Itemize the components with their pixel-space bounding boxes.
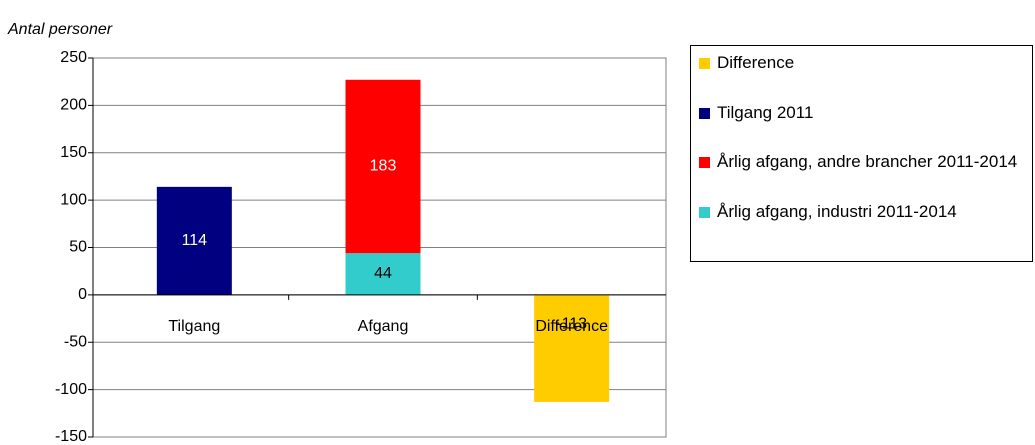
legend-swatch: [699, 157, 710, 168]
y-tick-label: 250: [60, 49, 87, 66]
bar: [156, 186, 232, 295]
y-tick-label: 200: [60, 97, 87, 114]
legend-label: Difference: [717, 53, 795, 72]
chart: Antal personer -150 -100 -50 0 50 100 150 200 25…: [7, 21, 667, 445]
legend: Difference Tilgang 2011 Årlig afgang, andr…: [690, 45, 1033, 262]
legend-swatch: [699, 58, 710, 69]
data-label: 183: [370, 158, 397, 175]
data-label: 114: [182, 232, 208, 249]
x-tick-label: Difference: [535, 318, 608, 335]
data-label: 44: [374, 265, 392, 282]
bar: [345, 253, 421, 295]
legend-swatch: [699, 108, 710, 119]
legend-item: Årlig afgang, industri 2011-2014: [699, 202, 1035, 222]
y-tick-label: 0: [78, 286, 87, 303]
y-axis-label: Antal personer: [7, 21, 113, 38]
bar: [345, 79, 421, 254]
y-tick-label: 100: [60, 191, 87, 208]
bar: [534, 294, 610, 402]
y-tick-label: 50: [69, 239, 87, 256]
y-tick-label: -100: [55, 381, 87, 398]
legend-item: Årlig afgang, andre brancher 2011-2014: [699, 152, 1035, 172]
legend-label: Årlig afgang, industri 2011-2014: [717, 202, 957, 221]
legend-label: Årlig afgang, andre brancher 2011-2014: [717, 152, 1018, 171]
y-tick-label: -50: [64, 333, 87, 350]
y-tick-label: 150: [60, 144, 87, 161]
legend-item: Tilgang 2011: [699, 103, 1035, 123]
data-label: -113: [556, 315, 587, 332]
x-tick-label: Tilgang: [168, 318, 220, 335]
x-tick-label: Afgang: [358, 318, 409, 335]
legend-label: Tilgang 2011: [717, 103, 814, 122]
legend-swatch: [699, 207, 710, 218]
legend-item: Difference: [699, 53, 1035, 73]
y-tick-label: -150: [55, 428, 87, 445]
